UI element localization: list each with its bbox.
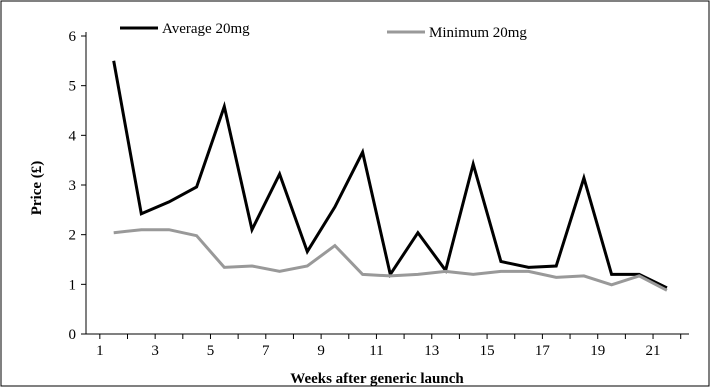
y-tick-label: 5 <box>69 79 77 95</box>
y-tick-label: 4 <box>69 128 77 144</box>
legend-label-1: Average 20mg <box>162 21 250 37</box>
y-axis-label: Price (£) <box>29 161 45 216</box>
y-tick-label: 2 <box>69 228 77 244</box>
y-tick-label: 1 <box>69 277 77 293</box>
series-line-2 <box>113 228 668 292</box>
x-tick-label: 17 <box>535 343 551 359</box>
x-tick-label: 5 <box>207 343 215 359</box>
x-tick-label: 21 <box>646 343 661 359</box>
legend-label-2: Minimum 20mg <box>429 25 527 41</box>
axes <box>81 32 689 339</box>
x-tick-label: 7 <box>262 343 270 359</box>
x-tick-label: 11 <box>369 343 383 359</box>
x-tick-label: 15 <box>480 343 495 359</box>
y-tick-label: 0 <box>69 327 77 343</box>
y-tick-label: 6 <box>69 29 77 45</box>
legend: Average 20mg Minimum 20mg <box>120 21 527 41</box>
x-tick-label: 9 <box>317 343 325 359</box>
x-tick-label: 13 <box>424 343 439 359</box>
x-axis-label: Weeks after generic launch <box>290 371 464 387</box>
x-tick-label: 1 <box>96 343 104 359</box>
x-tick-label: 19 <box>590 343 605 359</box>
y-tick-label: 3 <box>69 178 77 194</box>
series-lines <box>112 60 668 292</box>
x-tick-label: 3 <box>151 343 159 359</box>
